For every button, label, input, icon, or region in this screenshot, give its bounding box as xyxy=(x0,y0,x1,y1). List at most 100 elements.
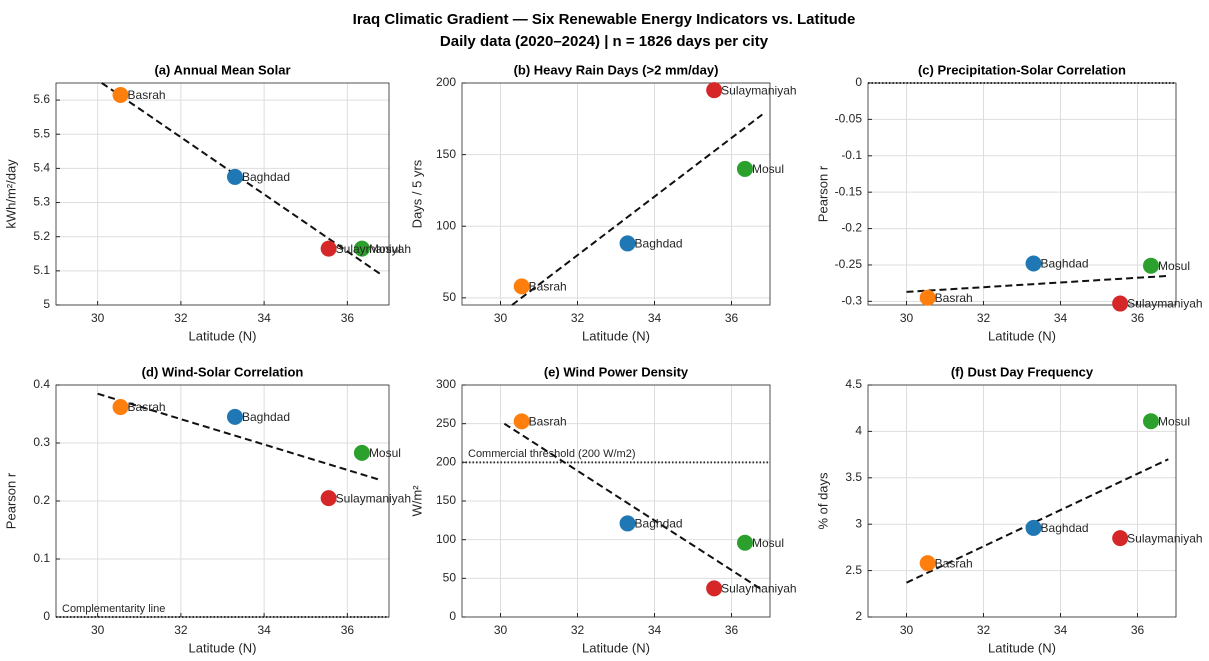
plot-area xyxy=(56,83,389,305)
y-tick-label: 5 xyxy=(43,297,50,311)
y-tick-label: 150 xyxy=(436,147,456,161)
point xyxy=(619,235,636,252)
y-tick-label: 0.2 xyxy=(33,493,50,507)
x-tick-label: 36 xyxy=(341,311,355,325)
y-tick-label: 0.4 xyxy=(33,377,50,391)
x-tick-label: 34 xyxy=(648,311,662,325)
axis-label: Latitude (N) xyxy=(988,328,1056,343)
point-label: Mosul xyxy=(369,446,401,460)
point-label: Sulaymaniyah xyxy=(336,491,411,505)
x-tick-label: 32 xyxy=(571,623,585,637)
point-label: Baghdad xyxy=(242,410,290,424)
point xyxy=(736,534,753,551)
plot-area xyxy=(868,385,1176,617)
y-tick-label: 5.4 xyxy=(33,161,50,175)
y-tick-label: 2.5 xyxy=(845,563,862,577)
x-tick-label: 36 xyxy=(725,311,739,325)
x-tick-label: 30 xyxy=(91,623,105,637)
point xyxy=(1142,257,1159,274)
x-tick-label: 32 xyxy=(174,311,188,325)
x-tick-label: 30 xyxy=(91,311,105,325)
x-tick-label: 36 xyxy=(1131,311,1145,325)
y-tick-label: -0.2 xyxy=(841,221,862,235)
y-tick-label: 50 xyxy=(443,571,457,585)
axes-box xyxy=(55,82,390,306)
point-label: Mosul xyxy=(1158,259,1190,273)
y-tick-label: -0.1 xyxy=(841,148,862,162)
point xyxy=(1112,295,1129,312)
point xyxy=(513,278,530,295)
x-tick-label: 32 xyxy=(174,623,188,637)
point-label: Basrah xyxy=(128,400,166,414)
axis-label: Latitude (N) xyxy=(189,640,257,655)
point-label: Mosul xyxy=(369,242,401,256)
x-tick-label: 30 xyxy=(494,623,508,637)
point xyxy=(1025,519,1042,536)
plot-area xyxy=(868,83,1176,305)
axis-label: Latitude (N) xyxy=(582,328,650,343)
point xyxy=(619,515,636,532)
point xyxy=(919,289,936,306)
point-label: Mosul xyxy=(752,536,784,550)
axis-label: % of days xyxy=(815,472,830,530)
reference-label: Complementarity line xyxy=(62,603,165,615)
point xyxy=(736,160,753,177)
axis-label: Latitude (N) xyxy=(988,640,1056,655)
point xyxy=(1142,413,1159,430)
y-tick-label: 0 xyxy=(855,75,862,89)
x-tick-label: 34 xyxy=(257,311,271,325)
point-label: Basrah xyxy=(529,280,567,294)
axis-label: Pearson r xyxy=(3,472,18,529)
y-tick-label: 0 xyxy=(43,609,50,623)
point-label: Sulaymaniyah xyxy=(721,83,796,97)
x-tick-label: 36 xyxy=(341,623,355,637)
y-tick-label: 200 xyxy=(436,75,456,89)
y-tick-label: 100 xyxy=(436,218,456,232)
figure-title: Iraq Climatic Gradient — Six Renewable E… xyxy=(353,11,856,28)
point xyxy=(112,399,129,416)
point xyxy=(320,240,337,257)
y-tick-label: 5.1 xyxy=(33,263,50,277)
panel-title: (a) Annual Mean Solar xyxy=(154,62,290,77)
point xyxy=(706,580,723,597)
trend-line xyxy=(97,392,381,482)
x-tick-label: 32 xyxy=(571,311,585,325)
x-tick-label: 34 xyxy=(1054,623,1068,637)
axis-label: kWh/m²/day xyxy=(3,159,18,229)
point xyxy=(706,82,723,99)
point-label: Sulaymaniyah xyxy=(336,242,411,256)
point xyxy=(112,86,129,103)
y-tick-label: 5.5 xyxy=(33,126,50,140)
axis-label: Latitude (N) xyxy=(189,328,257,343)
axes-box xyxy=(461,82,771,306)
panel-title: (c) Precipitation-Solar Correlation xyxy=(918,62,1126,77)
panel-title: (e) Wind Power Density xyxy=(544,364,689,379)
y-tick-label: 0.1 xyxy=(33,551,50,565)
y-tick-label: -0.3 xyxy=(841,294,862,308)
point-label: Mosul xyxy=(1158,414,1190,428)
axis-label: W/m² xyxy=(409,485,424,517)
y-tick-label: 0.3 xyxy=(33,435,50,449)
y-tick-label: 150 xyxy=(436,493,456,507)
point xyxy=(320,490,337,507)
point-label: Sulaymaniyah xyxy=(1127,297,1202,311)
axis-label: Days / 5 yrs xyxy=(409,159,424,228)
y-tick-label: 100 xyxy=(436,532,456,546)
point xyxy=(1025,255,1042,272)
x-tick-label: 30 xyxy=(900,623,914,637)
plot-area xyxy=(462,83,770,305)
y-tick-label: 50 xyxy=(443,290,457,304)
y-tick-label: 250 xyxy=(436,416,456,430)
y-tick-label: 5.2 xyxy=(33,229,50,243)
y-tick-label: 5.6 xyxy=(33,92,50,106)
y-tick-label: 3 xyxy=(855,516,862,530)
y-tick-label: -0.05 xyxy=(835,112,863,126)
y-tick-label: 200 xyxy=(436,455,456,469)
x-tick-label: 32 xyxy=(977,311,991,325)
point xyxy=(226,168,243,185)
axis-label: Latitude (N) xyxy=(582,640,650,655)
y-tick-label: -0.15 xyxy=(835,184,863,198)
point-label: Basrah xyxy=(128,88,166,102)
point-label: Baghdad xyxy=(1041,257,1089,271)
